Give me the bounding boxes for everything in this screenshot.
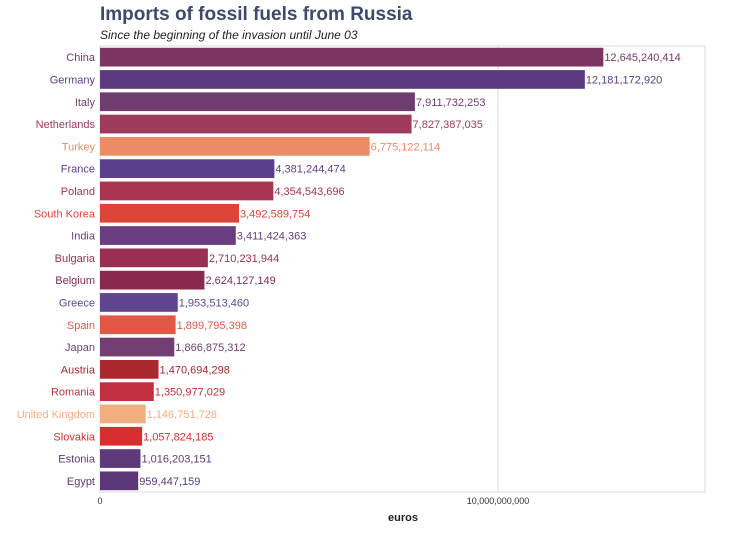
category-label: United Kingdom: [17, 409, 95, 421]
x-tick-label: 0: [97, 496, 102, 506]
value-label: 2,624,127,149: [205, 275, 275, 287]
bar-bulgaria: [100, 248, 208, 268]
category-label: Poland: [61, 186, 95, 198]
x-tick-labels: 0 10,000,000,000: [97, 496, 529, 506]
category-label: Austria: [61, 364, 96, 376]
category-labels: China Germany Italy Netherlands Turkey France…: [17, 52, 96, 488]
value-label: 3,411,424,363: [237, 231, 307, 243]
bar-japan: [100, 337, 175, 357]
value-label: 7,827,387,035: [413, 119, 483, 131]
category-label: India: [71, 231, 96, 243]
value-label: 1,146,751,728: [147, 409, 217, 421]
value-label: 1,866,875,312: [175, 342, 245, 354]
category-label: Estonia: [58, 454, 96, 466]
category-label: Japan: [65, 342, 95, 354]
bar-greece: [100, 293, 178, 312]
chart-subtitle: Since the beginning of the invasion unti…: [100, 28, 358, 42]
bar-germany: [100, 70, 585, 89]
category-label: Italy: [75, 97, 96, 109]
value-label: 12,181,172,920: [586, 74, 662, 86]
category-label: Slovakia: [53, 431, 95, 443]
x-axis-label: euros: [388, 512, 418, 524]
value-label: 4,354,543,696: [274, 186, 344, 198]
bar-slovakia: [100, 426, 143, 446]
category-label: South Korea: [34, 208, 96, 220]
bar-south-korea: [100, 203, 240, 223]
category-label: Germany: [50, 74, 96, 86]
bar-romania: [100, 382, 154, 402]
plot-frame: [99, 45, 706, 493]
category-label: France: [61, 164, 95, 176]
bar-netherlands: [100, 114, 412, 134]
bar-estonia: [100, 449, 141, 468]
category-label: Greece: [59, 297, 95, 309]
value-label: 7,911,732,253: [416, 97, 486, 109]
bar-spain: [100, 315, 176, 335]
value-label: 1,016,203,151: [141, 454, 211, 466]
bar-china: [100, 47, 604, 67]
category-label: Spain: [67, 320, 95, 332]
bar-italy: [100, 92, 415, 112]
value-label: 959,447,159: [139, 476, 200, 488]
bar-turkey: [100, 136, 370, 156]
value-label: 6,775,122,114: [371, 141, 441, 153]
value-label: 1,899,795,398: [177, 320, 247, 332]
bar-egypt: [100, 471, 139, 491]
category-label: Turkey: [62, 141, 96, 153]
bar-belgium: [100, 270, 205, 290]
value-label: 2,710,231,944: [209, 253, 279, 265]
bars-group: [100, 47, 604, 491]
category-label: China: [66, 52, 96, 64]
bar-austria: [100, 359, 159, 379]
bar-india: [100, 226, 236, 245]
value-label: 12,645,240,414: [604, 52, 680, 64]
chart-title: Imports of fossil fuels from Russia: [100, 4, 413, 25]
bar-poland: [100, 181, 274, 201]
category-label: Bulgaria: [55, 253, 96, 265]
value-label: 4,381,244,474: [275, 164, 345, 176]
category-label: Netherlands: [36, 119, 96, 131]
value-label: 1,470,694,298: [160, 364, 230, 376]
value-label: 1,057,824,185: [143, 431, 213, 443]
category-label: Romania: [51, 387, 96, 399]
category-label: Egypt: [67, 476, 95, 488]
value-label: 1,350,977,029: [155, 387, 225, 399]
category-label: Belgium: [55, 275, 95, 287]
bar-france: [100, 159, 275, 179]
value-label: 3,492,589,754: [240, 208, 310, 220]
bar-united-kingdom: [100, 404, 146, 424]
value-labels: 12,645,240,414 12,181,172,920 7,911,732,25…: [139, 52, 681, 488]
x-tick-label: 10,000,000,000: [467, 496, 530, 506]
value-label: 1,953,513,460: [179, 297, 249, 309]
